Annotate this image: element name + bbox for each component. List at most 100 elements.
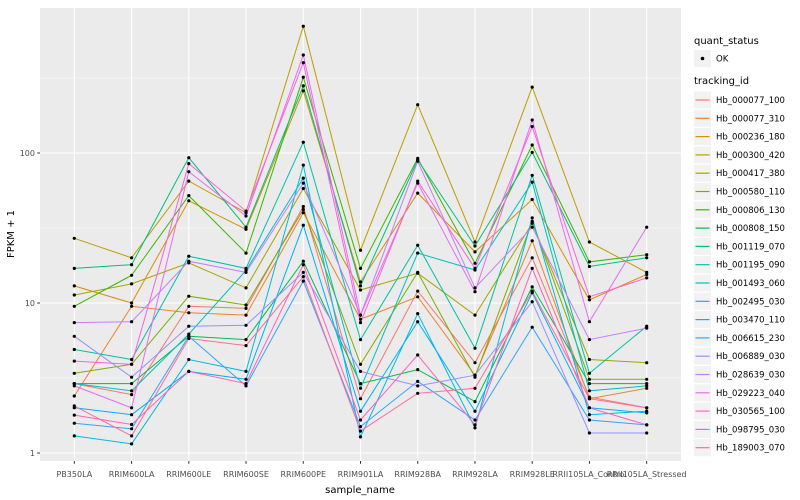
data-point bbox=[530, 180, 534, 184]
data-point bbox=[530, 216, 534, 220]
legend-item-label: Hb_006889_030 bbox=[716, 352, 785, 362]
x-tick-label: RRIM600SE bbox=[223, 470, 269, 479]
data-point bbox=[301, 61, 305, 65]
data-point bbox=[587, 371, 592, 375]
legend-item-label: Hb_000077_310 bbox=[716, 114, 785, 124]
data-point bbox=[473, 409, 477, 413]
legend-item-label: Hb_029223_040 bbox=[716, 389, 785, 399]
data-point bbox=[72, 304, 76, 308]
data-point bbox=[72, 434, 76, 438]
data-point bbox=[358, 409, 363, 413]
data-point bbox=[416, 159, 420, 163]
data-point bbox=[187, 254, 191, 258]
data-point bbox=[187, 334, 191, 338]
x-tick-label: RRIM928BA bbox=[394, 470, 441, 479]
data-point bbox=[587, 413, 592, 417]
data-point bbox=[130, 442, 134, 446]
data-point bbox=[587, 418, 592, 422]
data-point bbox=[301, 279, 305, 283]
data-point bbox=[244, 384, 248, 388]
legend-item-quant: OK bbox=[694, 50, 729, 67]
data-point bbox=[358, 338, 363, 342]
data-point bbox=[72, 371, 76, 375]
data-point bbox=[416, 243, 420, 247]
data-point bbox=[473, 266, 477, 270]
data-point bbox=[301, 263, 305, 267]
legend-item: Hb_000077_100 bbox=[694, 91, 785, 109]
data-point bbox=[72, 334, 76, 338]
data-point bbox=[358, 429, 363, 433]
data-point bbox=[358, 418, 363, 422]
data-point bbox=[187, 336, 191, 341]
data-point bbox=[244, 214, 248, 218]
legend-item: Hb_001493_060 bbox=[694, 274, 785, 292]
data-point bbox=[473, 250, 477, 254]
data-point bbox=[130, 393, 134, 397]
legend-item-label: OK bbox=[716, 55, 729, 65]
data-point bbox=[473, 261, 477, 265]
data-point bbox=[587, 377, 592, 381]
data-point bbox=[301, 53, 305, 57]
data-point bbox=[587, 382, 592, 386]
data-points bbox=[72, 24, 649, 446]
data-point bbox=[473, 373, 477, 377]
data-point bbox=[416, 289, 420, 293]
data-point bbox=[416, 191, 420, 195]
data-point bbox=[72, 347, 76, 352]
data-point bbox=[530, 285, 534, 289]
data-point bbox=[244, 377, 248, 381]
data-point bbox=[645, 326, 649, 330]
data-point bbox=[244, 225, 248, 229]
data-point bbox=[473, 400, 477, 404]
data-point bbox=[416, 391, 420, 395]
data-point bbox=[645, 270, 649, 274]
data-point bbox=[187, 170, 191, 174]
data-point bbox=[416, 295, 420, 299]
data-point bbox=[587, 264, 592, 269]
legend-item: Hb_000300_420 bbox=[694, 146, 785, 164]
data-point bbox=[473, 244, 477, 248]
data-point bbox=[187, 324, 191, 328]
data-point bbox=[587, 320, 592, 324]
x-tick-label: RRII105LA_Control bbox=[552, 470, 626, 479]
data-point bbox=[244, 270, 248, 274]
data-point bbox=[645, 384, 649, 388]
y-tick-label: 1 bbox=[30, 449, 35, 458]
data-point bbox=[416, 320, 420, 324]
data-point bbox=[530, 289, 534, 293]
data-point bbox=[473, 290, 477, 294]
data-point bbox=[244, 251, 248, 255]
data-point bbox=[301, 140, 305, 144]
data-point bbox=[358, 362, 363, 366]
data-point bbox=[473, 426, 477, 430]
data-point bbox=[358, 266, 363, 270]
data-point bbox=[301, 223, 305, 227]
data-point bbox=[72, 359, 76, 363]
data-point bbox=[244, 313, 248, 317]
data-point bbox=[187, 179, 191, 183]
data-point bbox=[416, 379, 420, 383]
x-axis-title: sample_name bbox=[325, 485, 395, 496]
x-tick-label: PB350LA bbox=[56, 470, 92, 479]
data-point bbox=[244, 323, 248, 327]
data-point bbox=[358, 248, 363, 252]
legend-item-label: Hb_028639_030 bbox=[716, 371, 785, 381]
data-point bbox=[530, 239, 534, 243]
data-point bbox=[358, 317, 363, 321]
data-point bbox=[301, 211, 305, 215]
data-point bbox=[416, 270, 420, 274]
data-point bbox=[301, 24, 305, 28]
legend-item-label: Hb_001493_060 bbox=[716, 279, 785, 289]
data-point bbox=[72, 236, 76, 240]
data-point bbox=[358, 280, 363, 284]
data-point bbox=[72, 266, 76, 270]
legend-item-label: Hb_098795_030 bbox=[716, 425, 785, 435]
data-point bbox=[416, 179, 420, 183]
data-point bbox=[130, 375, 134, 379]
data-point bbox=[473, 361, 477, 365]
data-point bbox=[587, 338, 592, 342]
data-point bbox=[530, 219, 534, 223]
data-point bbox=[473, 286, 477, 290]
data-point bbox=[301, 270, 305, 274]
data-point bbox=[416, 368, 420, 372]
